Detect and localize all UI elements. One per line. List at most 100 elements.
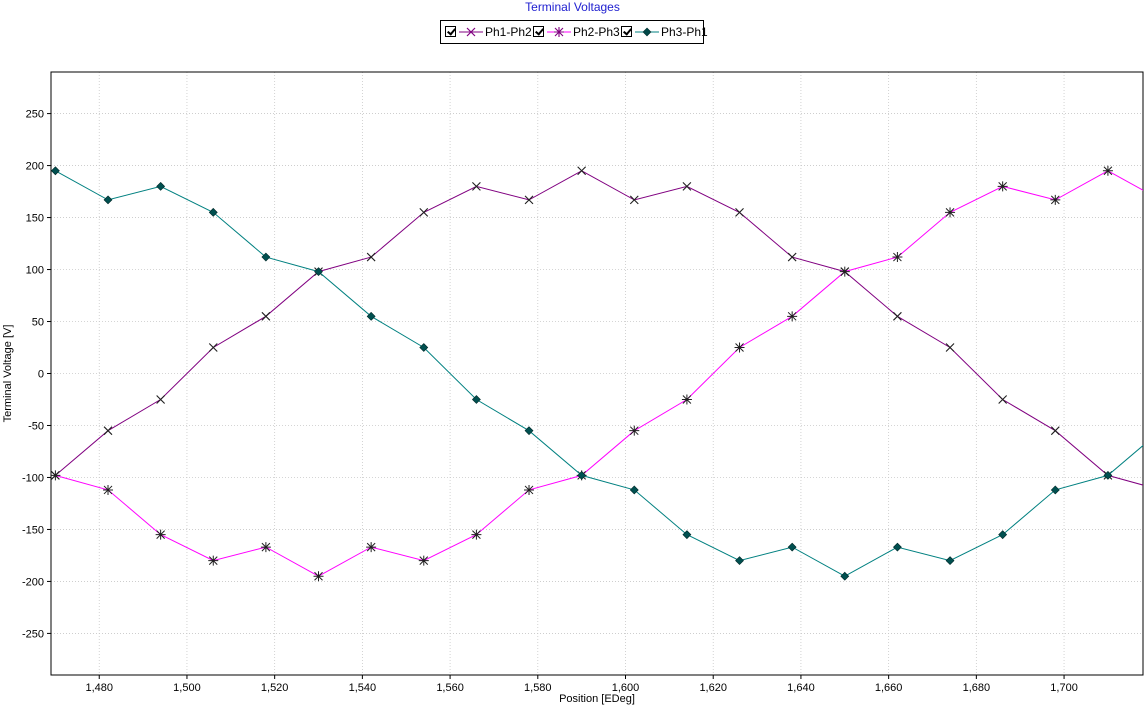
data-point: [260, 542, 271, 553]
data-point: [682, 181, 692, 191]
data-point: [261, 252, 271, 262]
data-point: [366, 311, 376, 321]
x-tick-label: 1,500: [173, 682, 201, 694]
x-tick-label: 1,680: [963, 682, 991, 694]
y-tick-label: -100: [22, 472, 44, 484]
data-point: [208, 207, 218, 217]
data-point: [840, 571, 850, 581]
data-point: [1050, 426, 1060, 436]
data-point: [629, 195, 639, 205]
data-point: [103, 426, 113, 436]
x-tick-label: 1,700: [1050, 682, 1078, 694]
data-point: [893, 311, 902, 321]
x-tick-label: 1,580: [524, 682, 552, 694]
data-point: [839, 266, 850, 277]
data-point: [1103, 470, 1113, 480]
data-point: [577, 166, 587, 176]
data-point: [524, 484, 535, 495]
data-point: [471, 395, 481, 404]
data-point: [419, 207, 429, 217]
y-tick-label: 100: [26, 265, 44, 277]
data-point: [261, 311, 271, 321]
data-point: [1050, 485, 1060, 495]
series-ph2-ph3: [51, 165, 1143, 582]
data-point: [892, 542, 902, 552]
data-point: [471, 529, 482, 540]
series-line-ph1-ph2: [55, 170, 1143, 486]
legend-checkbox-ph1-ph2[interactable]: [445, 26, 456, 37]
x-axis-title: Position [EDeg]: [559, 693, 635, 705]
data-point: [945, 343, 955, 352]
y-tick-label: 150: [26, 213, 44, 225]
data-point: [735, 207, 744, 217]
x-tick-label: 1,640: [787, 682, 815, 694]
y-tick-label: -250: [22, 628, 44, 640]
data-point: [577, 470, 587, 480]
data-point: [1050, 194, 1061, 205]
series-line-ph3-ph1: [55, 170, 1143, 577]
data-point: [945, 207, 956, 218]
data-point: [366, 252, 376, 262]
data-point: [629, 485, 639, 495]
data-point: [892, 252, 903, 263]
data-point: [51, 470, 61, 481]
legend-label-ph1-ph2: Ph1-Ph2: [485, 25, 532, 39]
y-tick-label: 200: [26, 161, 44, 173]
data-point: [313, 571, 324, 582]
y-tick-label: 0: [38, 369, 44, 381]
data-point: [997, 181, 1008, 192]
y-tick-label: -150: [22, 524, 44, 536]
series-ph1-ph2: [51, 166, 1143, 486]
data-point: [681, 394, 692, 405]
y-tick-label: 50: [32, 317, 44, 329]
legend-line-ph1-ph2: [459, 27, 483, 37]
data-point: [945, 556, 955, 566]
data-point: [787, 542, 797, 552]
x-tick-label: 1,520: [261, 682, 289, 694]
series-layer: [51, 165, 1143, 582]
y-tick-label: -200: [22, 576, 44, 588]
series-line-ph2-ph3: [55, 170, 1143, 577]
data-point: [629, 425, 640, 436]
legend-label-ph3-ph1: Ph3-Ph1: [661, 25, 708, 39]
data-point: [419, 343, 429, 352]
data-point: [156, 181, 166, 191]
legend-label-ph2-ph3: Ph2-Ph3: [573, 25, 620, 39]
data-point: [735, 556, 744, 566]
legend: Ph1-Ph2 Ph2-Ph3 Ph3-Ph1: [440, 20, 708, 44]
data-point: [156, 395, 166, 404]
data-point: [472, 181, 481, 191]
x-tick-label: 1,660: [875, 682, 903, 694]
data-point: [524, 195, 534, 205]
data-point: [787, 252, 797, 262]
legend-checkbox-ph2-ph3[interactable]: [533, 26, 544, 37]
data-point: [524, 426, 534, 436]
y-tick-label: 250: [26, 109, 44, 121]
data-point: [418, 555, 429, 566]
x-tick-label: 1,560: [436, 682, 464, 694]
data-point: [51, 166, 60, 176]
data-point: [103, 195, 113, 205]
x-tick-label: 1,620: [699, 682, 727, 694]
legend-checkbox-ph3-ph1[interactable]: [621, 26, 632, 37]
data-point: [314, 267, 323, 277]
data-point: [998, 395, 1008, 404]
data-point: [998, 530, 1008, 540]
series-ph3-ph1: [51, 166, 1143, 581]
grid: [51, 72, 1143, 675]
legend-line-ph3-ph1: [635, 27, 659, 37]
x-tick-label: 1,540: [349, 682, 377, 694]
data-point: [787, 311, 798, 322]
chart-title: Terminal Voltages: [525, 0, 620, 14]
data-point: [208, 555, 219, 566]
data-point: [155, 529, 166, 540]
data-point: [682, 530, 692, 540]
data-point: [734, 342, 745, 353]
y-axis-title: Terminal Voltage [V]: [2, 325, 14, 423]
x-tick-label: 1,600: [612, 682, 640, 694]
data-point: [1102, 165, 1113, 176]
data-point: [103, 484, 114, 495]
x-tick-label: 1,480: [85, 682, 113, 694]
data-point: [366, 542, 377, 553]
